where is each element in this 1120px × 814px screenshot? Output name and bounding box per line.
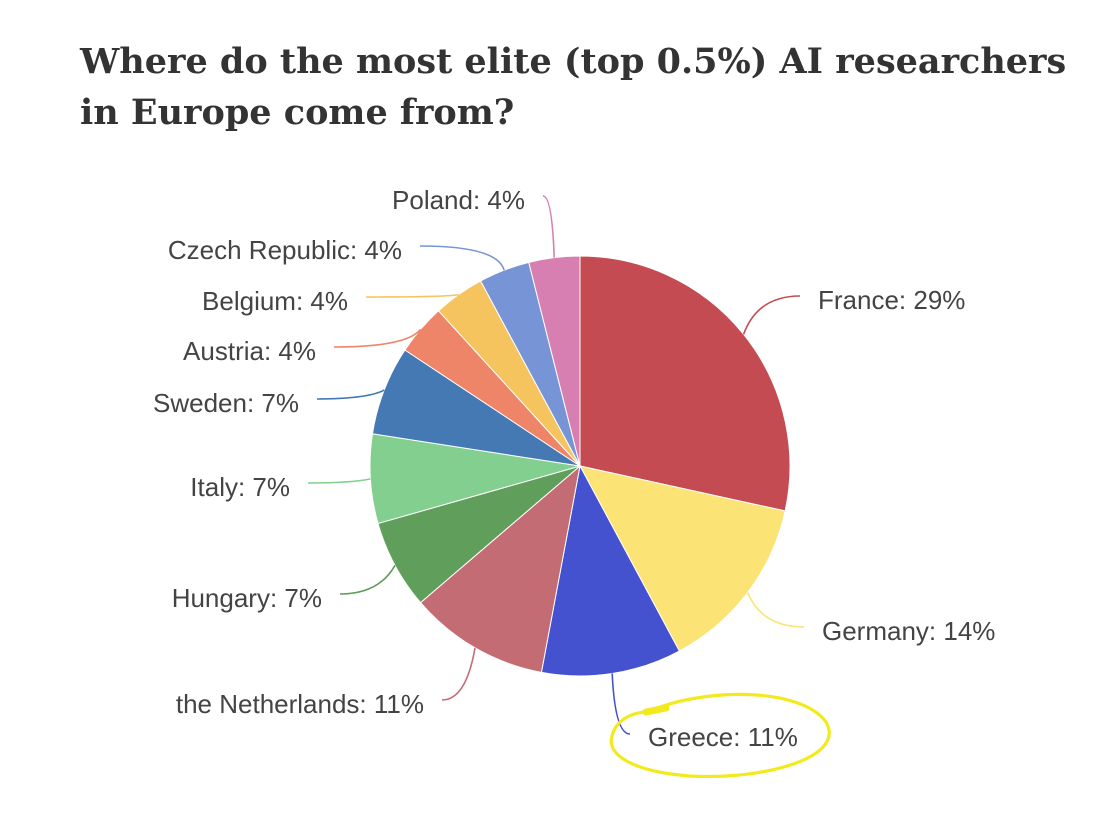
leader-line-germany — [746, 592, 805, 628]
leader-line-austria — [333, 328, 422, 348]
slice-label-germany: Germany: 14% — [822, 616, 995, 646]
slice-label-france: France: 29% — [818, 285, 965, 315]
highlight-circle-mark — [642, 704, 670, 716]
leader-line-belgium — [365, 293, 459, 298]
leader-line-italy — [307, 478, 371, 484]
leader-lines — [307, 195, 805, 735]
pie-slice-poland — [528, 255, 581, 467]
leader-line-hungary — [339, 564, 396, 595]
slice-label-poland: Poland: 4% — [392, 185, 525, 215]
slice-label-czech-republic: Czech Republic: 4% — [168, 235, 402, 265]
leader-line-the-netherlands — [441, 647, 476, 701]
leader-line-poland — [542, 195, 555, 258]
leader-line-sweden — [316, 389, 385, 400]
slice-labels: France: 29% Germany: 14% Greece: 11% the Ne… — [153, 185, 995, 752]
leader-line-czech-republic — [419, 245, 505, 271]
slice-label-hungary: Hungary: 7% — [172, 583, 322, 613]
pie-slices — [369, 255, 791, 677]
slice-label-austria: Austria: 4% — [183, 336, 316, 366]
pie-slice-france — [579, 255, 791, 512]
highlight-circle — [609, 692, 831, 779]
highlight-annotation — [609, 692, 831, 779]
slice-label-belgium: Belgium: 4% — [202, 286, 348, 316]
slice-label-the-netherlands: the Netherlands: 11% — [176, 689, 424, 719]
slice-label-greece: Greece: 11% — [648, 722, 798, 752]
leader-line-france — [742, 295, 801, 335]
pie-slice-the-netherlands — [419, 464, 581, 674]
slice-label-sweden: Sweden: 7% — [153, 388, 299, 418]
pie-slice-germany — [579, 465, 786, 652]
slice-label-italy: Italy: 7% — [190, 472, 290, 502]
chart-title: Where do the most elite (top 0.5%) AI re… — [80, 41, 1067, 133]
leader-line-greece — [611, 673, 631, 735]
